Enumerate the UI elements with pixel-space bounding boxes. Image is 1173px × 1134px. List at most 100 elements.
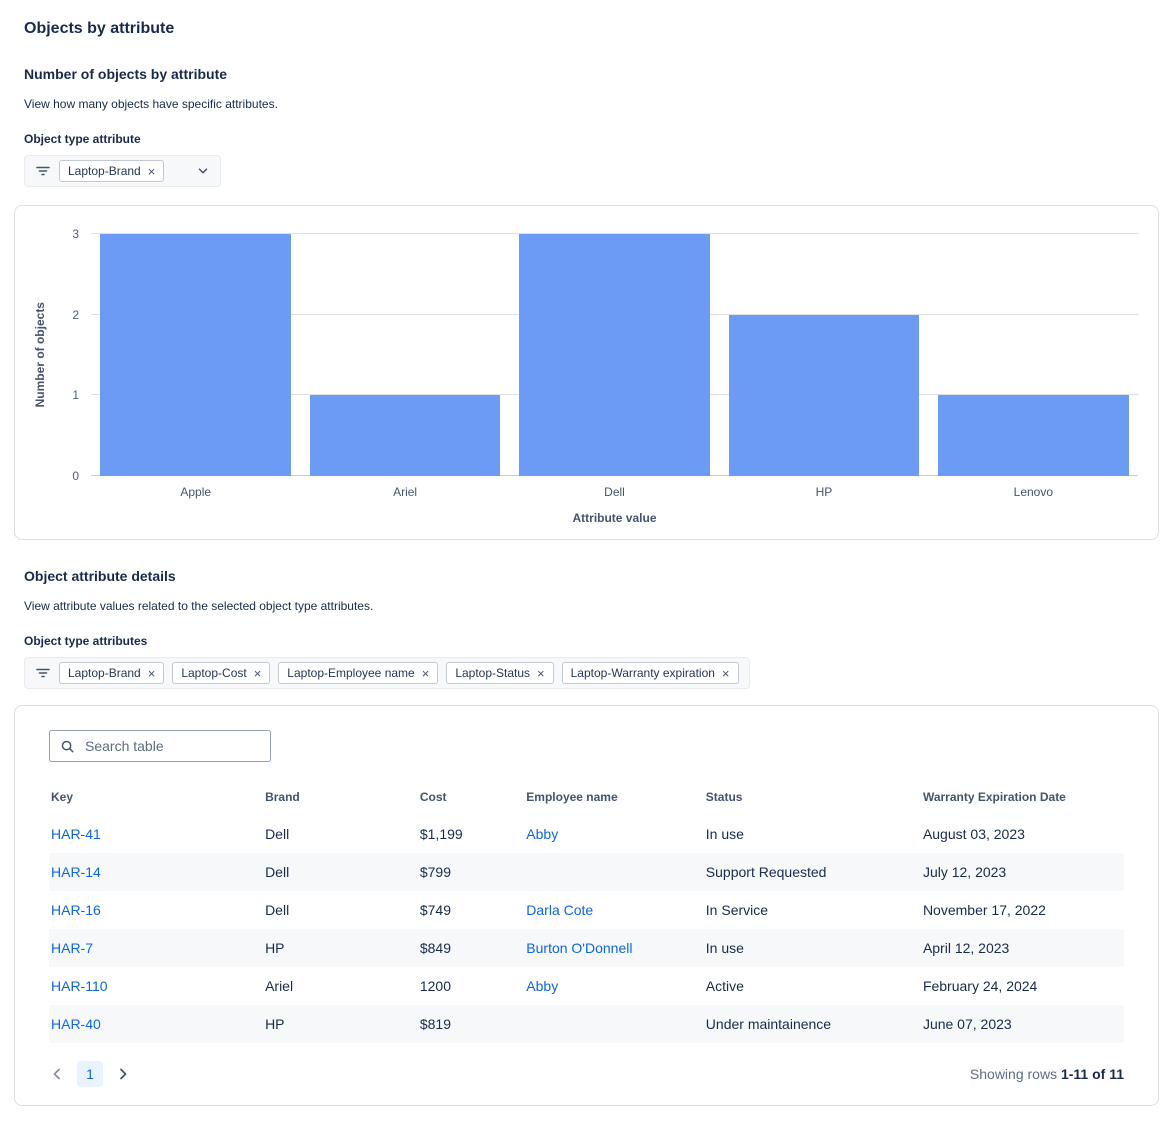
y-tick-label: 2: [72, 307, 79, 322]
cell-employee: Darla Cote: [526, 891, 706, 929]
filter-chip-label: Laptop-Warranty expiration: [570, 666, 715, 680]
x-category-hp: HP: [815, 485, 833, 499]
cell-employee: [526, 1005, 706, 1043]
object-type-attribute-label: Object type attribute: [24, 132, 141, 146]
y-axis-ticks: 0 1 2 3: [49, 227, 91, 483]
column-header-warranty-expiration-date: Warranty Expiration Date: [922, 790, 1066, 804]
chart-section-heading: Number of objects by attribute: [24, 66, 228, 82]
search-icon: [60, 739, 75, 754]
details-section-description: View attribute values related to the sel…: [24, 599, 374, 613]
cell-warranty: November 17, 2022: [922, 902, 1046, 918]
search-input[interactable]: [83, 737, 260, 755]
bar-lenovo: [938, 395, 1129, 476]
column-header-key: Key: [51, 790, 74, 804]
search-table-box[interactable]: [49, 730, 271, 762]
table-row: HAR-14 Dell $799 Support Requested July 12, …: [49, 853, 1124, 891]
chevron-down-icon[interactable]: [196, 164, 210, 178]
remove-chip-icon[interactable]: ×: [421, 665, 430, 681]
y-tick-label: 1: [72, 388, 79, 403]
employee-link[interactable]: Abby: [526, 826, 559, 842]
remove-chip-icon[interactable]: ×: [147, 163, 156, 179]
page-title: Objects by attribute: [24, 20, 175, 37]
bar-hp: [728, 314, 920, 476]
cell-key: HAR-41: [49, 815, 265, 853]
filter-chip-label: Laptop-Cost: [181, 666, 247, 680]
x-category-lenovo: Lenovo: [1013, 485, 1054, 499]
key-link[interactable]: HAR-16: [51, 902, 101, 918]
column-header-status: Status: [705, 790, 743, 804]
pagination-page-1[interactable]: 1: [77, 1061, 103, 1087]
details-section: Object attribute details View attribute …: [14, 568, 1159, 1106]
pagination-prev-button[interactable]: [49, 1066, 65, 1082]
object-type-attributes-label: Object type attributes: [24, 634, 148, 648]
cell-cost: $1,199: [419, 826, 463, 842]
cell-warranty: February 24, 2024: [922, 978, 1038, 994]
cell-brand: HP: [265, 940, 285, 956]
key-link[interactable]: HAR-41: [51, 826, 101, 842]
cell-warranty: April 12, 2023: [922, 940, 1010, 956]
object-type-attribute-filter[interactable]: Laptop-Brand ×: [24, 155, 222, 187]
table-row: HAR-40 HP $819 Under maintainence June 07, 2…: [49, 1005, 1124, 1043]
cell-employee: Abby: [526, 967, 706, 1005]
remove-chip-icon[interactable]: ×: [253, 665, 262, 681]
cell-status: Support Requested: [705, 864, 827, 880]
rows-summary: Showing rows 1-11 of 11: [970, 1066, 1124, 1082]
cell-employee: Burton O'Donnell: [526, 929, 706, 967]
pagination-next-button[interactable]: [115, 1066, 131, 1082]
remove-chip-icon[interactable]: ×: [537, 665, 545, 681]
details-filter-chips: Laptop-Brand × Laptop-Cost × Laptop-Employee…: [59, 662, 739, 684]
chart-section-description: View how many objects have specific attr…: [24, 97, 278, 111]
bar-chart-card: Number of objects 0 1 2 3 Apple Ariel Dell HP L…: [14, 205, 1159, 540]
details-section-heading: Object attribute details: [24, 568, 176, 584]
chart-filter-chips: Laptop-Brand ×: [59, 160, 165, 182]
column-header-cost: Cost: [419, 790, 447, 804]
cell-key: HAR-110: [49, 967, 265, 1005]
bar-slot-hp: [719, 234, 928, 476]
cell-status: In Service: [705, 902, 769, 918]
bar-slot-ariel: [300, 234, 509, 476]
y-tick-label: 0: [72, 469, 79, 483]
x-category-dell: Dell: [604, 485, 625, 499]
cell-cost: $849: [419, 940, 452, 956]
x-axis-label: Attribute value: [572, 511, 657, 525]
key-link[interactable]: HAR-40: [51, 1016, 101, 1032]
key-link[interactable]: HAR-7: [51, 940, 94, 956]
column-header-employee-name: Employee name: [526, 790, 618, 804]
remove-chip-icon[interactable]: ×: [721, 665, 730, 681]
remove-chip-icon[interactable]: ×: [147, 665, 156, 681]
filter-chip-laptop-status: Laptop-Status ×: [446, 662, 554, 684]
filter-chip-laptop-brand: Laptop-Brand ×: [59, 160, 165, 182]
filter-chip-label: Laptop-Brand: [68, 666, 141, 680]
object-type-attributes-filter[interactable]: Laptop-Brand × Laptop-Cost × Laptop-Employee…: [24, 657, 750, 689]
filter-chip-laptop-brand: Laptop-Brand ×: [59, 662, 165, 684]
cell-brand: HP: [265, 1016, 285, 1032]
cell-key: HAR-16: [49, 891, 265, 929]
chart-plot-area: [91, 233, 1138, 476]
employee-link[interactable]: Burton O'Donnell: [526, 940, 633, 956]
cell-cost: 1200: [419, 978, 452, 994]
cell-brand: Dell: [265, 826, 290, 842]
employee-link[interactable]: Abby: [526, 978, 559, 994]
x-category-ariel: Ariel: [393, 485, 418, 499]
employee-link[interactable]: Darla Cote: [526, 902, 594, 918]
filter-chip-laptop-cost: Laptop-Cost ×: [172, 662, 271, 684]
cell-cost: $799: [419, 864, 452, 880]
filter-chip-laptop-warranty-expiration: Laptop-Warranty expiration ×: [561, 662, 739, 684]
key-link[interactable]: HAR-110: [51, 978, 108, 994]
table-row: HAR-41 Dell $1,199 Abby In use August 03, 202…: [49, 815, 1124, 853]
bar-dell: [519, 234, 710, 476]
bar-ariel: [309, 395, 501, 476]
table-row: HAR-110 Ariel 1200 Abby Active February 24, 2…: [49, 967, 1124, 1005]
gridline: [91, 233, 1138, 234]
bar-apple: [100, 234, 291, 476]
bar-slot-apple: [91, 234, 300, 476]
cell-status: In use: [705, 826, 744, 842]
filter-chip-label: Laptop-Status: [455, 666, 531, 680]
key-link[interactable]: HAR-14: [51, 864, 101, 880]
y-axis-label: Number of objects: [33, 302, 47, 408]
cell-brand: Dell: [265, 902, 290, 918]
table-row: HAR-7 HP $849 Burton O'Donnell In use April 1…: [49, 929, 1124, 967]
chart-section: Number of objects by attribute View how …: [14, 66, 1159, 540]
table-footer: 1 Showing rows 1-11 of 11: [49, 1061, 1124, 1087]
